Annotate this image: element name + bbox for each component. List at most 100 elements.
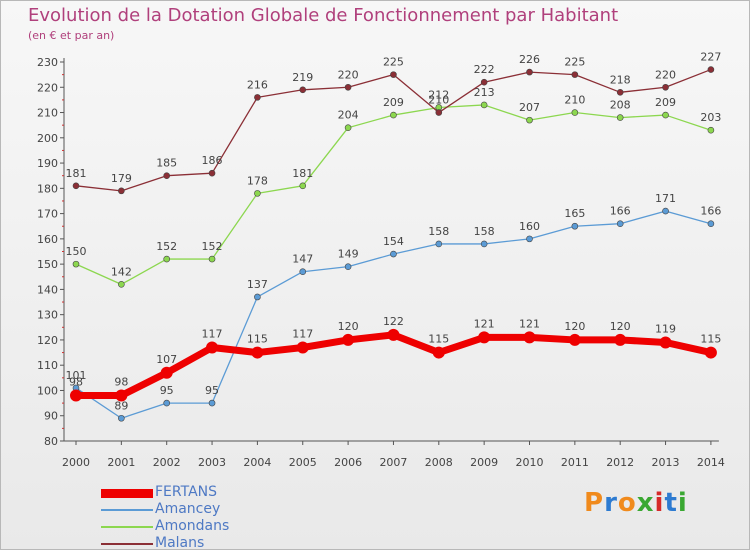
x-tick-label: 2002	[153, 456, 181, 469]
data-label: 210	[564, 94, 585, 107]
logo-letter: r	[604, 488, 618, 518]
data-point	[206, 341, 219, 354]
data-point	[344, 124, 352, 131]
y-tick-label: 230	[37, 56, 58, 69]
data-label: 226	[519, 53, 540, 66]
data-label: 181	[66, 167, 87, 180]
data-point	[160, 366, 173, 379]
y-tick-label: 120	[37, 334, 58, 347]
data-label: 227	[700, 51, 721, 64]
data-label: 158	[474, 225, 495, 238]
data-label: 120	[564, 320, 585, 333]
y-tick-label: 140	[37, 283, 58, 296]
legend-label: Amancey	[155, 501, 221, 517]
data-point	[390, 250, 397, 258]
data-label: 117	[292, 328, 313, 341]
y-tick-label: 110	[37, 359, 58, 372]
x-tick-label: 2014	[697, 456, 725, 469]
data-label: 121	[519, 317, 540, 330]
data-label: 95	[160, 384, 174, 397]
data-point	[208, 255, 216, 263]
logo-letter: i	[654, 488, 665, 518]
series-line-malans	[75, 68, 712, 192]
data-label: 115	[700, 333, 721, 346]
data-point	[70, 389, 82, 402]
y-tick-label: 180	[37, 182, 58, 195]
data-point	[707, 66, 715, 73]
data-point	[208, 169, 216, 177]
y-tick-label: 80	[44, 435, 58, 448]
data-label: 208	[610, 99, 631, 112]
data-point	[480, 78, 488, 86]
logo-letter: P	[584, 488, 605, 518]
data-point	[662, 83, 669, 91]
data-label: 158	[428, 225, 449, 238]
data-label: 225	[564, 56, 585, 69]
data-label: 209	[655, 96, 676, 109]
data-point	[704, 346, 717, 359]
data-label: 149	[338, 248, 359, 261]
data-label: 98	[69, 376, 83, 389]
data-point	[568, 333, 581, 346]
y-tick-label: 210	[37, 107, 58, 120]
data-point	[118, 281, 125, 288]
data-point	[115, 389, 128, 402]
x-tick-label: 2005	[289, 456, 317, 469]
data-label: 203	[700, 111, 721, 124]
data-label: 117	[202, 328, 223, 341]
data-label: 216	[247, 78, 268, 91]
data-label: 171	[655, 192, 676, 205]
data-point	[662, 207, 669, 215]
legend-swatch	[101, 526, 153, 528]
data-label: 225	[383, 56, 404, 69]
x-tick-label: 2006	[334, 456, 362, 469]
data-label: 220	[338, 68, 359, 81]
x-tick-label: 2001	[107, 456, 135, 469]
x-tick-label: 2003	[198, 456, 226, 469]
data-label: 220	[655, 68, 676, 81]
data-point	[254, 293, 261, 301]
data-label: 185	[156, 157, 177, 170]
data-point	[296, 341, 309, 354]
data-label: 107	[156, 353, 177, 366]
data-label: 166	[610, 205, 631, 218]
data-point	[526, 235, 533, 243]
x-tick-label: 2013	[652, 456, 680, 469]
data-label: 210	[428, 94, 449, 107]
legend-swatch	[101, 543, 153, 545]
y-tick-label: 100	[37, 384, 58, 397]
y-tick-label: 130	[37, 309, 58, 322]
series-line-amondans	[75, 104, 712, 285]
data-point	[662, 111, 669, 119]
x-tick-label: 2007	[379, 456, 407, 469]
legend-swatch	[101, 488, 153, 498]
data-point	[523, 331, 536, 344]
data-label: 122	[383, 315, 404, 328]
data-label: 178	[247, 174, 268, 187]
logo-letter: i	[677, 488, 688, 518]
data-point	[435, 240, 443, 248]
data-label: 160	[519, 220, 540, 233]
data-label: 152	[156, 240, 177, 253]
data-point	[254, 190, 261, 197]
data-point	[163, 255, 170, 263]
x-tick-label: 2008	[425, 456, 453, 469]
y-tick-label: 200	[37, 132, 58, 145]
data-point	[480, 240, 488, 248]
data-point	[72, 182, 80, 190]
data-label: 147	[292, 253, 313, 266]
data-label: 219	[292, 71, 313, 84]
data-point	[299, 86, 307, 94]
data-point	[571, 109, 579, 116]
data-label: 152	[202, 240, 223, 253]
data-point	[251, 346, 264, 359]
data-label: 154	[383, 235, 404, 248]
data-label: 204	[338, 109, 359, 122]
data-point	[163, 399, 170, 407]
legend-label: FERTANS	[155, 484, 218, 500]
x-tick-label: 2009	[470, 456, 498, 469]
data-point	[208, 399, 216, 407]
data-label: 222	[474, 63, 495, 76]
